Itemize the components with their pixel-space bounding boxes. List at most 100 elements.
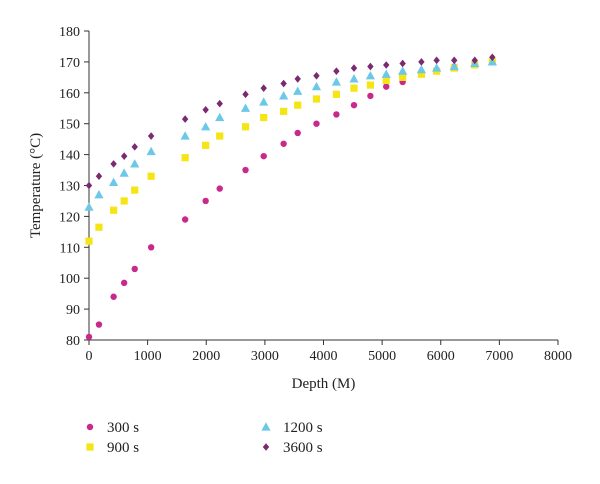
data-point xyxy=(367,92,374,100)
data-point xyxy=(333,111,340,118)
x-tick-label: 8000 xyxy=(544,349,572,364)
data-point xyxy=(94,189,104,199)
data-point xyxy=(399,73,407,81)
legend-marker xyxy=(262,443,270,451)
y-tick-label: 180 xyxy=(59,25,80,40)
data-point xyxy=(147,244,155,251)
data-point xyxy=(84,202,94,211)
data-point xyxy=(146,146,156,156)
data-point xyxy=(120,152,128,160)
y-tick-label: 150 xyxy=(59,118,80,133)
legend-label: 3600 s xyxy=(283,440,323,456)
data-point xyxy=(432,63,442,72)
data-point xyxy=(242,166,249,174)
data-point xyxy=(259,97,269,106)
x-tick-label: 0 xyxy=(86,349,93,364)
data-point xyxy=(181,115,189,123)
data-point xyxy=(215,112,225,122)
data-point xyxy=(294,129,301,137)
data-point xyxy=(280,107,288,115)
data-point xyxy=(294,101,302,109)
data-point xyxy=(383,83,390,90)
x-tick-label: 4000 xyxy=(310,349,338,364)
data-points xyxy=(84,53,497,341)
legend-item: 900 s xyxy=(86,440,139,456)
data-point xyxy=(451,56,458,65)
data-point xyxy=(95,223,103,231)
x-tick-label: 3000 xyxy=(251,349,279,364)
y-tick-label: 160 xyxy=(59,87,80,102)
x-tick-label: 7000 xyxy=(485,349,513,364)
data-point xyxy=(350,64,358,72)
data-point xyxy=(331,77,341,86)
data-point xyxy=(367,62,374,71)
data-point xyxy=(260,152,267,160)
data-point xyxy=(120,279,128,287)
data-point xyxy=(418,58,425,66)
data-point xyxy=(280,140,287,147)
data-point xyxy=(293,86,303,95)
y-axis-label: Temperature (°C) xyxy=(28,133,44,238)
data-point xyxy=(381,69,391,78)
x-tick-label: 6000 xyxy=(427,349,455,364)
y-tick-label: 110 xyxy=(60,241,80,256)
series-0 xyxy=(85,58,496,341)
data-point xyxy=(489,53,496,62)
series-2 xyxy=(84,57,497,211)
data-point xyxy=(350,84,358,92)
data-point xyxy=(417,70,426,78)
data-point xyxy=(279,91,289,100)
data-point xyxy=(147,172,155,180)
data-point xyxy=(365,71,375,80)
data-point xyxy=(110,160,117,168)
x-tick-label: 5000 xyxy=(368,349,396,364)
y-tick-label: 90 xyxy=(66,303,80,318)
data-point xyxy=(120,197,128,205)
data-point xyxy=(416,64,427,74)
data-point xyxy=(131,265,138,273)
data-point xyxy=(471,56,478,65)
legend-item: 3600 s xyxy=(262,440,323,456)
data-point xyxy=(312,95,321,103)
data-point xyxy=(487,57,497,66)
data-point xyxy=(242,90,249,99)
y-tick-label: 120 xyxy=(59,210,80,225)
data-point xyxy=(201,121,211,131)
legend-label: 900 s xyxy=(107,440,139,456)
x-axis-label: Depth (M) xyxy=(292,376,356,392)
data-point xyxy=(313,72,320,80)
data-point xyxy=(280,79,287,88)
data-point xyxy=(311,81,322,91)
data-point xyxy=(240,103,251,112)
legend-marker xyxy=(86,443,94,451)
data-point xyxy=(95,172,103,181)
data-point xyxy=(433,56,440,65)
data-point xyxy=(180,131,190,140)
data-point xyxy=(110,206,118,214)
data-point xyxy=(147,132,155,140)
data-point xyxy=(260,84,267,92)
y-tick-label: 140 xyxy=(59,149,80,164)
legend-item: 300 s xyxy=(86,420,139,436)
x-tick-label: 2000 xyxy=(192,349,220,364)
legend-label: 300 s xyxy=(107,420,139,436)
data-point xyxy=(383,61,390,69)
data-point xyxy=(366,81,374,89)
data-point xyxy=(85,237,93,245)
series-1 xyxy=(85,58,496,245)
data-point xyxy=(181,216,189,223)
data-point xyxy=(349,74,359,83)
y-tick-label: 170 xyxy=(59,56,80,71)
x-tick-label: 1000 xyxy=(134,349,162,364)
legend-label: 1200 s xyxy=(283,420,323,436)
y-tick-label: 100 xyxy=(59,272,80,287)
data-point xyxy=(95,321,103,328)
data-point xyxy=(399,59,406,68)
data-point xyxy=(449,61,459,71)
legend-marker xyxy=(261,422,271,431)
data-point xyxy=(398,66,408,75)
data-point xyxy=(241,123,250,131)
legend-marker xyxy=(86,423,94,431)
data-point xyxy=(350,101,358,109)
